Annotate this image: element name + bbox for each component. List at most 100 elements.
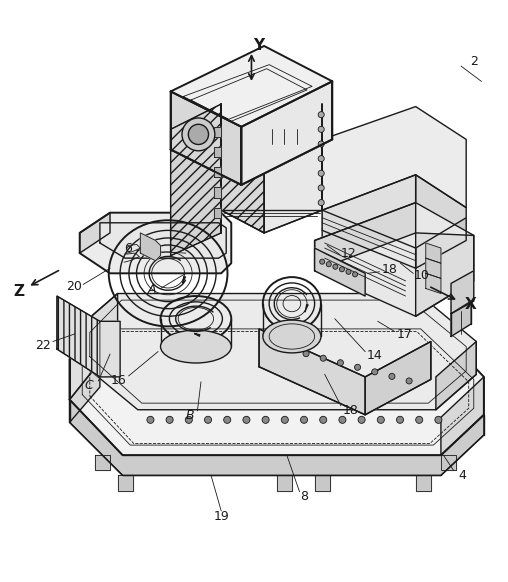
Polygon shape: [171, 91, 241, 185]
Circle shape: [339, 416, 346, 423]
Circle shape: [286, 346, 292, 352]
Polygon shape: [80, 293, 117, 362]
Circle shape: [243, 416, 250, 423]
Polygon shape: [416, 175, 466, 236]
Circle shape: [358, 416, 365, 423]
Polygon shape: [441, 377, 484, 455]
Polygon shape: [259, 329, 365, 415]
Text: 14: 14: [366, 349, 382, 361]
Polygon shape: [70, 321, 484, 455]
Circle shape: [337, 360, 343, 365]
Text: 22: 22: [36, 339, 51, 352]
Circle shape: [326, 262, 331, 267]
Polygon shape: [322, 107, 466, 210]
Polygon shape: [213, 208, 221, 218]
Text: 20: 20: [66, 281, 82, 293]
Circle shape: [346, 269, 351, 274]
Circle shape: [416, 416, 423, 423]
Polygon shape: [80, 212, 231, 274]
Polygon shape: [314, 203, 416, 271]
Circle shape: [166, 416, 173, 423]
Text: 18: 18: [343, 404, 359, 417]
Polygon shape: [213, 147, 221, 157]
Polygon shape: [171, 46, 332, 127]
Polygon shape: [436, 342, 477, 410]
Text: Y: Y: [253, 38, 265, 54]
Ellipse shape: [182, 118, 215, 151]
Circle shape: [406, 378, 412, 384]
Circle shape: [147, 416, 154, 423]
Circle shape: [435, 416, 442, 423]
Polygon shape: [213, 167, 221, 178]
Text: A: A: [148, 283, 156, 296]
Circle shape: [320, 259, 325, 264]
Text: X: X: [464, 297, 476, 312]
Polygon shape: [213, 127, 221, 137]
Polygon shape: [426, 274, 441, 293]
Circle shape: [303, 350, 309, 357]
Polygon shape: [241, 81, 332, 185]
Circle shape: [281, 416, 289, 423]
Polygon shape: [171, 104, 221, 255]
Polygon shape: [70, 321, 100, 400]
Polygon shape: [426, 258, 441, 278]
Polygon shape: [100, 223, 226, 258]
Text: 18: 18: [382, 263, 397, 276]
Polygon shape: [416, 233, 474, 316]
Polygon shape: [80, 293, 477, 410]
Polygon shape: [314, 248, 365, 296]
Ellipse shape: [263, 320, 321, 353]
Circle shape: [377, 416, 385, 423]
Text: 4: 4: [458, 469, 466, 482]
Circle shape: [339, 267, 344, 272]
Text: 8: 8: [301, 490, 308, 503]
Circle shape: [353, 272, 358, 277]
Text: Z: Z: [14, 283, 24, 299]
Circle shape: [224, 416, 231, 423]
Text: 19: 19: [213, 510, 229, 523]
Polygon shape: [322, 175, 416, 240]
Text: 17: 17: [397, 328, 412, 342]
Ellipse shape: [188, 125, 208, 144]
Polygon shape: [213, 187, 221, 197]
Polygon shape: [70, 400, 484, 475]
Circle shape: [318, 141, 324, 147]
Text: 10: 10: [414, 269, 430, 282]
Circle shape: [318, 185, 324, 191]
Polygon shape: [451, 301, 471, 336]
Polygon shape: [221, 104, 264, 233]
Circle shape: [262, 416, 269, 423]
Circle shape: [396, 416, 403, 423]
Polygon shape: [57, 296, 120, 377]
Polygon shape: [365, 342, 431, 415]
Polygon shape: [416, 475, 431, 491]
Circle shape: [318, 200, 324, 205]
Polygon shape: [277, 475, 292, 491]
Circle shape: [300, 416, 307, 423]
Polygon shape: [264, 104, 322, 233]
Text: 2: 2: [470, 55, 478, 68]
Polygon shape: [80, 212, 110, 253]
Circle shape: [333, 264, 338, 269]
Text: 12: 12: [341, 247, 357, 260]
Circle shape: [185, 416, 193, 423]
Circle shape: [355, 364, 361, 370]
Ellipse shape: [161, 330, 231, 363]
Circle shape: [372, 369, 378, 375]
Polygon shape: [140, 233, 161, 261]
Polygon shape: [314, 203, 474, 316]
Circle shape: [269, 342, 275, 347]
Polygon shape: [70, 362, 100, 423]
Polygon shape: [441, 455, 456, 470]
Polygon shape: [451, 271, 474, 314]
Circle shape: [318, 155, 324, 162]
Polygon shape: [117, 475, 133, 491]
Circle shape: [205, 416, 211, 423]
Circle shape: [389, 373, 395, 379]
Circle shape: [318, 171, 324, 176]
Text: 6: 6: [124, 242, 132, 254]
Polygon shape: [259, 329, 431, 415]
Polygon shape: [426, 243, 441, 263]
Text: 16: 16: [111, 374, 126, 388]
Circle shape: [320, 355, 326, 361]
